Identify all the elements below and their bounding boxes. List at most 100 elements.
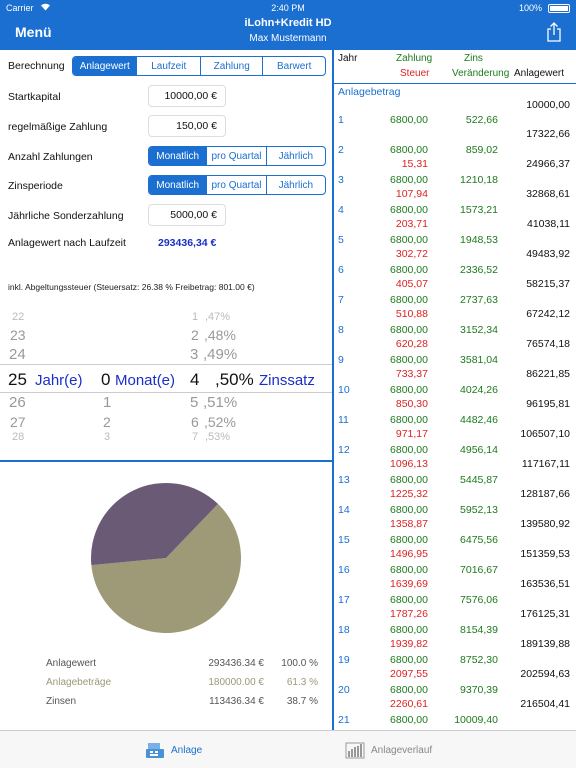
row-anlagewert: 49483,92 [526,248,570,260]
row-zins: 859,02 [465,144,498,156]
summary-row-anlagewert: Anlagewert 293436.34 € 100.0 % [46,658,318,669]
picker-year-selected[interactable]: 25 [8,370,27,389]
share-icon[interactable] [546,22,562,42]
segment-jaehrlich[interactable]: Jährlich [265,176,325,194]
picker-rate-decimal-option[interactable]: ,51% [203,394,238,411]
segment-pro-quartal[interactable]: pro Quartal [206,176,265,194]
row-zins: 3581,04 [460,354,498,366]
wifi-icon [40,2,51,13]
status-time: 2:40 PM [271,3,305,13]
picker-rate-option[interactable]: 6 [191,414,199,430]
picker-rate-decimal-option[interactable]: ,53% [205,431,231,443]
row-anlagewert: 96195,81 [526,398,570,410]
laufzeit-zinssatz-picker[interactable]: 22 23 24 25 Jahr(e) 26 27 28 0 Monat(e) … [0,308,332,458]
picker-rate-decimal-option[interactable]: ,49% [203,346,238,363]
row-anlagewert: 189139,88 [520,638,570,650]
header-zins: Zins [464,53,483,64]
row-steuer: 2097,55 [390,668,428,680]
row-zahlung: 6800,00 [390,174,428,186]
row-steuer: 203,71 [395,218,428,230]
row-zins: 522,66 [465,114,498,126]
row-steuer: 1358,87 [390,518,428,530]
picker-month-selected[interactable]: 0 [101,370,111,389]
row-anlagewert: 32868,61 [526,188,570,200]
row-zins: 4024,26 [460,384,498,396]
row-zahlung: 6800,00 [390,144,428,156]
picker-rate-int-selected[interactable]: 4 [190,370,200,389]
row-jahr: 2 [338,144,344,156]
picker-rate-decimal-selected[interactable]: ,50% [215,370,254,389]
segment-pro-quartal[interactable]: pro Quartal [206,147,265,165]
anzahl-zahlungen-segmented-control[interactable]: Monatlich pro Quartal Jährlich [148,146,326,166]
picker-month-option[interactable]: 1 [103,394,112,411]
berechnung-segmented-control[interactable]: Anlagewert Laufzeit Zahlung Barwert [72,56,326,76]
segment-zahlung[interactable]: Zahlung [199,57,263,75]
picker-rate-option[interactable]: 3 [190,346,199,363]
row-zins: 7576,06 [460,594,498,606]
row-anlagewert: 128187,66 [520,488,570,500]
summary-percent: 61.3 % [286,677,318,688]
startkapital-field[interactable]: 10000,00 € [148,85,226,107]
row-zins: 2336,52 [460,264,498,276]
picker-rate-option[interactable]: 7 [192,431,199,443]
row-zins: 1573,21 [460,204,498,216]
sonderzahlung-field[interactable]: 5000,00 € [148,204,226,226]
zinsperiode-segmented-control[interactable]: Monatlich pro Quartal Jährlich [148,175,326,195]
picker-selection-top [0,364,332,365]
row-anlagewert: 216504,41 [520,698,570,710]
picker-rate-decimal-option[interactable]: ,47% [205,311,231,323]
row-steuer: 302,72 [395,248,428,260]
row-jahr: 16 [338,564,350,576]
row-anlagewert: 76574,18 [526,338,570,350]
row-steuer: 2260,61 [390,698,428,710]
app-title: iLohn+Kredit HD [244,17,332,29]
summary-pie-chart [90,483,242,633]
segment-monatlich[interactable]: Monatlich [149,176,207,194]
row-zins: 5952,13 [460,504,498,516]
row-anlagewert: 163536,51 [520,578,570,590]
picker-year-option[interactable]: 22 [12,311,25,323]
segment-anlagewert[interactable]: Anlagewert [73,57,137,75]
picker-rate-decimal-option[interactable]: ,52% [204,414,236,430]
battery-icon [548,4,570,13]
tab-anlage[interactable]: Anlage [145,741,202,759]
row-jahr: 1 [338,114,344,126]
summary-label: Anlagewert [46,658,97,669]
row-zins: 8752,30 [460,654,498,666]
bar-chart-icon [345,741,365,759]
picker-year-option[interactable]: 24 [9,346,26,363]
picker-rate-option[interactable]: 1 [192,311,199,323]
zahlung-field[interactable]: 150,00 € [148,115,226,137]
row-zahlung: 6800,00 [390,654,428,666]
picker-month-option[interactable]: 2 [103,414,111,430]
row-anlagewert: 17322,66 [526,128,570,140]
schedule-table[interactable]: Jahr Zahlung Steuer Zins Veränderung Anl… [334,50,576,730]
row-jahr: 4 [338,204,344,216]
anzahl-zahlungen-label: Anzahl Zahlungen [8,151,93,163]
segment-monatlich[interactable]: Monatlich [149,147,207,165]
picker-rate-decimal-option[interactable]: ,48% [204,327,236,343]
picker-year-option[interactable]: 28 [12,431,25,443]
picker-rate-option[interactable]: 5 [190,394,199,411]
row-zahlung: 6800,00 [390,414,428,426]
picker-year-option[interactable]: 23 [10,327,26,343]
row-zahlung: 6800,00 [390,294,428,306]
row-anlagewert: 67242,12 [526,308,570,320]
summary-percent: 100.0 % [281,658,318,669]
picker-month-option[interactable]: 3 [104,431,111,443]
picker-year-option[interactable]: 26 [9,394,26,411]
pie-slice-zinsen [90,483,218,566]
row-anlagewert: 117167,11 [521,458,570,470]
zahlung-label: regelmäßige Zahlung [8,121,108,133]
row-steuer: 1639,69 [390,578,428,590]
segment-barwert[interactable]: Barwert [262,57,325,75]
picker-year-option[interactable]: 27 [10,414,26,430]
tab-anlageverlauf[interactable]: Anlageverlauf [345,741,432,759]
row-zahlung: 6800,00 [390,534,428,546]
picker-rate-option[interactable]: 2 [191,327,199,343]
row-jahr: 9 [338,354,344,366]
summary-panel: Anlagewert 293436.34 € 100.0 % Anlagebet… [0,462,332,730]
segment-jaehrlich[interactable]: Jährlich [265,147,325,165]
menu-button[interactable]: Menü [15,24,52,40]
segment-laufzeit[interactable]: Laufzeit [136,57,200,75]
